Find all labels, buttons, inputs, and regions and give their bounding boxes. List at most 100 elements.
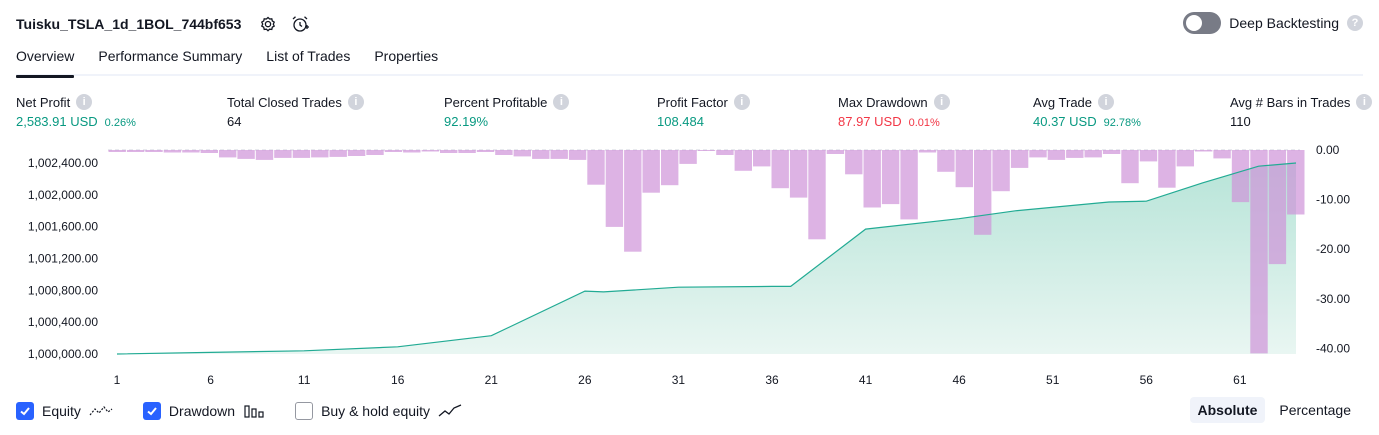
drawdown-bar [1231,150,1250,203]
info-icon[interactable]: i [347,94,364,110]
y-right-tick-label: 0.00 [1316,143,1340,157]
drawdown-bar [605,150,624,227]
drawdown-bar [974,150,992,235]
drawdown-bar [311,150,329,158]
equity-line [116,162,1297,355]
metric-label: Total Closed Trades [227,94,342,110]
drawdown-bar [237,150,255,159]
metric-label: Percent Profitable [444,94,548,110]
toggle-knob [1186,15,1203,31]
drawdown-bar [771,150,789,189]
chart-legend: Equity Drawdown Buy & hold equity [16,400,492,422]
y-left-tick-label: 1,002,400.00 [28,156,98,170]
drawdown-bar [126,150,145,152]
info-icon[interactable]: i [553,94,570,110]
drawdown-bar [1195,150,1213,152]
metric-label: Max Drawdown [838,94,928,110]
drawdown-bar [403,150,421,153]
drawdown-bar [624,150,642,252]
legend-buy-hold-equity[interactable]: Buy & hold equity [295,402,462,420]
drawdown-bar [1029,150,1047,158]
info-icon[interactable]: i [1098,94,1115,110]
drawdown-bar [440,150,458,153]
metric-value: 40.37 USD [1033,114,1097,129]
drawdown-bar [826,150,845,154]
deep-backtesting-control: Deep Backtesting ? [1183,12,1363,34]
x-tick-label: 21 [485,373,499,387]
drawdown-bar [808,150,826,240]
y-right-tick-label: -40.00 [1316,341,1350,355]
drawdown-bar [900,150,918,220]
strategy-name: Tuisku_TSLA_1d_1BOL_744bf653 [16,16,242,32]
metric-avg-bars-in-trades: Avg # Bars in Trades i 110 [1230,94,1373,130]
equity-checkbox[interactable] [16,402,34,420]
info-icon[interactable]: i [76,94,93,110]
deep-backtesting-label: Deep Backtesting [1229,15,1339,31]
x-tick-label: 26 [578,373,592,387]
header-bar: Tuisku_TSLA_1d_1BOL_744bf653 [16,10,311,38]
metric-total-closed-trades: Total Closed Trades i 64 [227,94,364,130]
tab-overview[interactable]: Overview [16,44,75,78]
drawdown-bars-icon [244,405,264,418]
x-tick-label: 46 [952,373,966,387]
settings-button[interactable] [257,13,279,35]
metric-label: Avg Trade [1033,94,1093,110]
metric-label: Profit Factor [657,94,728,110]
x-tick-label: 16 [391,373,405,387]
drawdown-bar [329,150,347,157]
mode-absolute-button[interactable]: Absolute [1189,397,1266,423]
metric-value: 108.484 [657,114,704,129]
tab-performance-summary[interactable]: Performance Summary [98,48,243,64]
drawdown-bar [661,150,679,186]
tab-bar: Overview Performance Summary List of Tra… [16,44,1363,78]
y-left-tick-label: 1,000,800.00 [28,283,98,297]
legend-equity[interactable]: Equity [16,402,113,420]
tab-properties[interactable]: Properties [374,48,439,64]
checkmark-icon [20,407,30,416]
metric-sub-value: 0.26% [104,117,136,129]
legend-buy-hold-label: Buy & hold equity [321,403,431,419]
x-tick-label: 51 [1046,373,1060,387]
x-tick-label: 1 [114,373,121,387]
add-alert-button[interactable] [289,13,311,35]
info-icon[interactable]: i [1356,94,1373,110]
drawdown-bar [200,150,218,153]
tab-list-of-trades[interactable]: List of Trades [266,48,351,64]
buy-hold-checkbox[interactable] [295,402,314,420]
drawdown-bar [366,150,384,155]
drawdown-bar [642,150,660,193]
drawdown-bar [219,150,237,158]
y-right-tick-label: -30.00 [1316,292,1350,306]
drawdown-bar [992,150,1010,192]
y-left-tick-label: 1,000,400.00 [28,315,98,329]
info-icon[interactable]: i [933,94,950,110]
equity-drawdown-chart[interactable]: 1,002,400.00 1,002,000.00 1,001,600.00 1,00… [0,140,1379,390]
equity-line-icon [89,406,113,416]
drawdown-checkbox[interactable] [142,402,161,420]
drawdown-bar [1158,150,1176,188]
drawdown-bar [955,150,973,188]
drawdown-bar [255,150,274,160]
metric-value: 92.19% [444,114,489,129]
deep-backtesting-toggle[interactable] [1183,12,1222,34]
drawdown-bar [163,150,182,153]
drawdown-bar [1084,150,1102,158]
legend-drawdown[interactable]: Drawdown [142,402,265,420]
y-left-tick-label: 1,000,000.00 [28,347,98,361]
metric-value: 64 [227,114,242,129]
info-icon[interactable]: i [733,94,750,110]
x-tick-label: 6 [207,373,214,387]
drawdown-bar [421,150,439,152]
drawdown-bar [532,150,550,159]
metric-percent-profitable: Percent Profitable i 92.19% [444,94,570,130]
drawdown-bar [347,150,366,156]
drawdown-bar [1213,150,1231,159]
mode-percentage-button[interactable]: Percentage [1279,402,1351,418]
x-tick-label: 61 [1233,373,1247,387]
x-tick-label: 56 [1140,373,1154,387]
drawdown-bar [1139,150,1158,162]
drawdown-bar [753,150,771,167]
question-icon[interactable]: ? [1347,15,1363,31]
drawdown-bar [697,150,716,151]
x-tick-label: 36 [765,373,779,387]
